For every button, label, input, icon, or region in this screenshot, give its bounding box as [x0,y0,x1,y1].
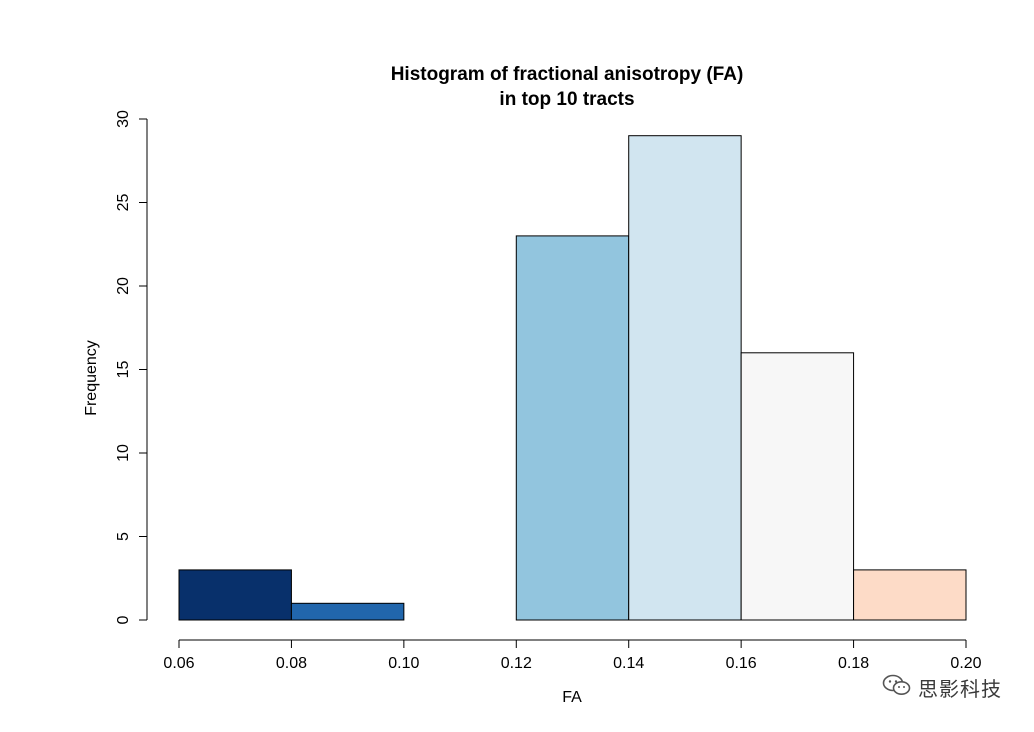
x-tick-label-5: 0.16 [726,655,757,672]
x-tick-label-0: 0.06 [163,655,194,672]
y-axis-label: Frequency [83,340,100,416]
histogram-bar-0 [178,569,292,621]
histogram-bar-3 [515,235,630,621]
y-axis: 0 5 10 15 20 25 30 [115,110,148,624]
histogram-bar-6 [853,569,967,621]
chart-subtitle: in top 10 tracts [499,89,634,110]
histogram-bar-1 [290,602,405,621]
y-tick-label-6: 30 [115,110,132,128]
y-tick-label-2: 10 [115,444,132,462]
y-tick-label-1: 5 [115,532,132,541]
y-tick-label-5: 25 [115,194,132,212]
x-axis-label: FA [562,689,582,706]
y-tick-label-3: 15 [115,361,132,379]
y-tick-label-0: 0 [115,615,132,624]
y-tick-label-4: 20 [115,277,132,295]
wechat-icon [882,673,912,702]
watermark-text: 思影科技 [918,677,1002,701]
bars-group [178,135,967,621]
histogram-bar-4 [628,135,742,621]
x-tick-label-1: 0.08 [276,655,307,672]
x-tick-label-6: 0.18 [838,655,869,672]
x-tick-label-4: 0.14 [613,655,644,672]
chart-title: Histogram of fractional anisotropy (FA) [391,64,744,85]
watermark: 思影科技 [882,673,1002,702]
x-axis: 0.06 0.08 0.10 0.12 0.14 0.16 0.18 0.20 [163,639,982,672]
x-tick-label-2: 0.10 [388,655,419,672]
x-tick-label-3: 0.12 [501,655,532,672]
histogram-bar-5 [740,352,855,621]
x-tick-label-7: 0.20 [950,655,981,672]
